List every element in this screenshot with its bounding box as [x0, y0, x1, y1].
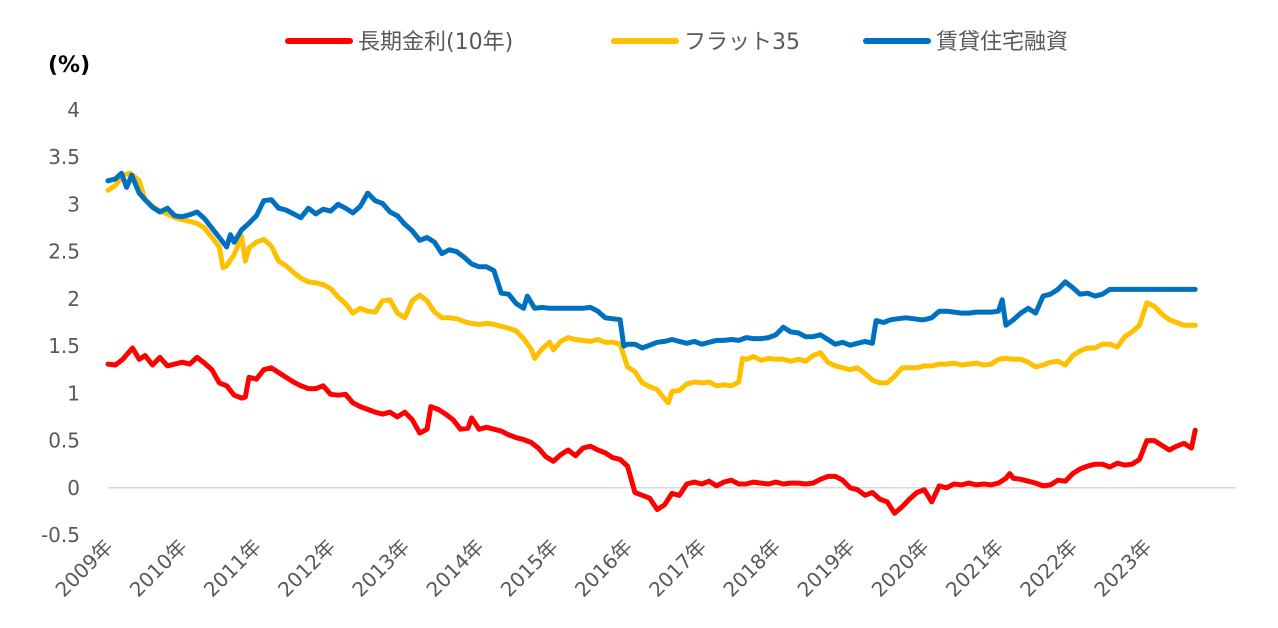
x-tick-label: 2023年 [1089, 535, 1156, 602]
legend-label-2: 賃貸住宅融資 [936, 30, 1068, 55]
x-tick-label: 2017年 [644, 535, 711, 602]
legend-label-1: フラット35 [684, 30, 800, 55]
y-tick-label: 0 [67, 476, 80, 500]
x-tick-label: 2014年 [421, 535, 488, 602]
y-tick-label: 1.5 [48, 334, 80, 358]
x-tick-label: 2018年 [718, 535, 785, 602]
x-tick-label: 2010年 [125, 535, 192, 602]
x-tick-label: 2019年 [793, 535, 860, 602]
x-tick-label: 2022年 [1015, 535, 1082, 602]
y-tick-label: 0.5 [48, 429, 80, 453]
legend-label-0: 長期金利(10年) [358, 30, 513, 55]
series-line-2 [105, 170, 1198, 351]
x-tick-label: 2011年 [199, 535, 266, 602]
series-line-0 [105, 345, 1198, 516]
series-line-1 [105, 170, 1198, 406]
x-tick-label: 2013年 [347, 535, 414, 602]
x-tick-label: 2015年 [496, 535, 563, 602]
y-tick-label: -0.5 [41, 523, 80, 547]
y-axis-unit-label: (%) [48, 53, 90, 78]
legend: 長期金利(10年) フラット35 賃貸住宅融資 [285, 30, 1068, 55]
x-tick-label: 2016年 [570, 535, 637, 602]
y-tick-label: 4 [67, 98, 80, 122]
y-tick-label: 2 [67, 287, 80, 311]
y-tick-label: 2.5 [48, 240, 80, 264]
series-lines [105, 170, 1198, 516]
x-tick-label: 2021年 [941, 535, 1008, 602]
x-tick-label: 2020年 [867, 535, 934, 602]
x-axis-tick-labels: 2009年 2010年 2011年 2012年 2013年 2014年 2015年 2016年… [50, 535, 1156, 602]
y-axis-tick-labels: 4 3.5 3 2.5 2 1.5 1 0.5 0 -0.5 [41, 98, 80, 547]
y-tick-label: 1 [67, 381, 80, 405]
x-tick-label: 2012年 [273, 535, 340, 602]
y-tick-label: 3 [67, 192, 80, 216]
y-tick-label: 3.5 [48, 145, 80, 169]
